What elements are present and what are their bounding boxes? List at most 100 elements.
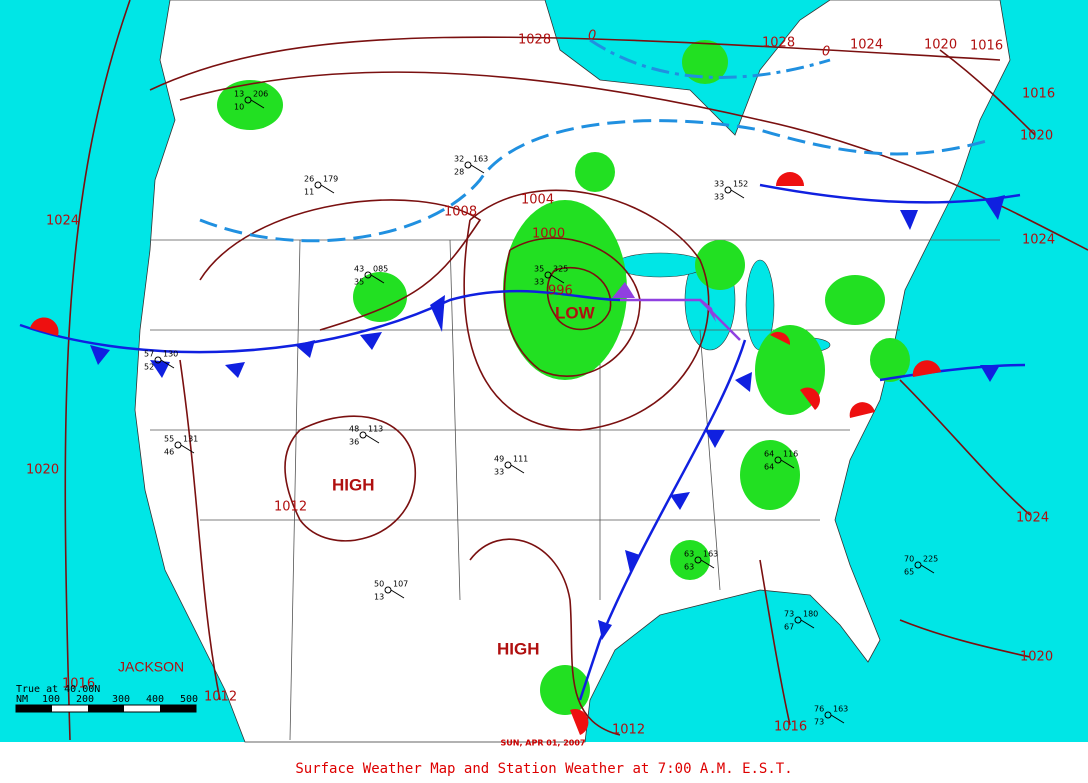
isobar: [469, 538, 621, 736]
station: 35 325 33: [534, 265, 568, 287]
front-triangle: [598, 620, 612, 640]
station-pressure: 180: [803, 610, 818, 619]
isobar: [939, 49, 1036, 136]
isobar-label: 1008: [444, 205, 477, 220]
station-dew: 11: [304, 188, 314, 197]
scale-tick: 400: [146, 694, 164, 705]
station-wind: [510, 464, 525, 474]
isobar: [759, 559, 791, 726]
isobar-label: 1016: [970, 39, 1003, 54]
isobar: [899, 379, 1031, 516]
station-dew: 13: [374, 593, 384, 602]
precip-area: [870, 338, 910, 382]
station-wind: [250, 99, 265, 109]
front-triangle: [735, 372, 752, 392]
front-semicircle: [770, 331, 791, 345]
station-wind: [780, 459, 795, 469]
station-dew: 33: [534, 278, 544, 287]
front-semicircle: [30, 317, 59, 336]
precip-area: [575, 152, 615, 192]
scale-segment: [160, 705, 196, 712]
station-dew: 64: [764, 463, 774, 472]
station: 55 131 46: [164, 435, 198, 457]
scale-segment: [88, 705, 124, 712]
station-pressure: 111: [513, 455, 528, 464]
station-temp: 33: [714, 180, 724, 189]
front-triangle: [360, 332, 382, 350]
front-triangle: [295, 340, 315, 358]
station-dew: 28: [454, 168, 464, 177]
front-triangle: [980, 365, 1000, 382]
station-dew: 33: [494, 468, 504, 477]
isobar-label: 1024: [46, 214, 79, 229]
freezing-line: [589, 38, 831, 79]
station-wind: [160, 359, 175, 369]
station-temp: 64: [764, 450, 774, 459]
scale-bar: True at 40.00N NM 100 200 300 400 500: [15, 684, 198, 713]
isobar-label: 1012: [204, 690, 237, 705]
map-date: SUN, APR 01, 2007: [501, 739, 586, 748]
station-wind: [550, 274, 565, 284]
station-temp: 70: [904, 555, 914, 564]
station-wind: [180, 444, 195, 454]
station-dew: 35: [354, 278, 364, 287]
isobar-label: 1020: [1020, 129, 1053, 144]
station-temp: 57: [144, 350, 154, 359]
precip-area: [353, 272, 407, 322]
station-wind: [830, 714, 845, 724]
front-semicircle: [912, 360, 941, 377]
station-pressure: 085: [373, 265, 388, 274]
station-temp: 55: [164, 435, 174, 444]
occluded-symbol: [612, 282, 716, 322]
isobar-label: 1016: [62, 677, 95, 692]
station-dew: 10: [234, 103, 244, 112]
front-semicircle: [800, 387, 820, 410]
cold-front: [19, 289, 621, 354]
isobar-label: 1020: [924, 38, 957, 53]
station: 33 152 33: [714, 180, 748, 202]
station-temp: 13: [234, 90, 244, 99]
station-pressure: 163: [833, 705, 848, 714]
station: 73 180 67: [784, 610, 818, 632]
station-temp: 48: [349, 425, 359, 434]
freezing-label: 0: [822, 45, 830, 60]
front-triangle: [670, 492, 690, 510]
station-temp: 76: [814, 705, 824, 714]
stations: 13 206 10 26 179 11 32 163 28 35 325 33 43 085 35 57 130…: [144, 90, 938, 727]
isobar: [179, 359, 221, 701]
isobar: [503, 237, 641, 377]
isobar-label: 1020: [1020, 650, 1053, 665]
occluded-front: [620, 298, 741, 341]
station: 43 085 35: [354, 265, 388, 287]
isobar-label: 1024: [1022, 233, 1055, 248]
isobar-label: 1020: [26, 463, 59, 478]
cold-front: [759, 183, 1021, 204]
station-wind: [730, 189, 745, 199]
station-pressure: 107: [393, 580, 408, 589]
ocean: [1040, 0, 1088, 60]
station-wind: [390, 589, 405, 599]
station-temp: 73: [784, 610, 794, 619]
precip-area: [825, 275, 885, 325]
station-pressure: 179: [323, 175, 338, 184]
low-label: LOW: [555, 303, 596, 322]
isobar-label: 1004: [521, 193, 554, 208]
station-pressure: 131: [183, 435, 198, 444]
station-dew: 36: [349, 438, 359, 447]
station-temp: 35: [534, 265, 544, 274]
front-triangle: [625, 550, 640, 572]
isobar: [64, 0, 131, 741]
place-label: JACKSON: [118, 659, 184, 675]
station-temp: 26: [304, 175, 314, 184]
front-triangle: [225, 362, 245, 378]
station-dew: 52: [144, 363, 154, 372]
high-label: HIGH: [332, 475, 375, 494]
isobar-label: 1012: [612, 723, 645, 738]
front-symbols: [90, 195, 1005, 640]
station-dew: 63: [684, 563, 694, 572]
scale-tick: 200: [76, 694, 94, 705]
station-pressure: 113: [368, 425, 383, 434]
precip-area: [682, 40, 728, 84]
front-triangle: [900, 210, 918, 230]
